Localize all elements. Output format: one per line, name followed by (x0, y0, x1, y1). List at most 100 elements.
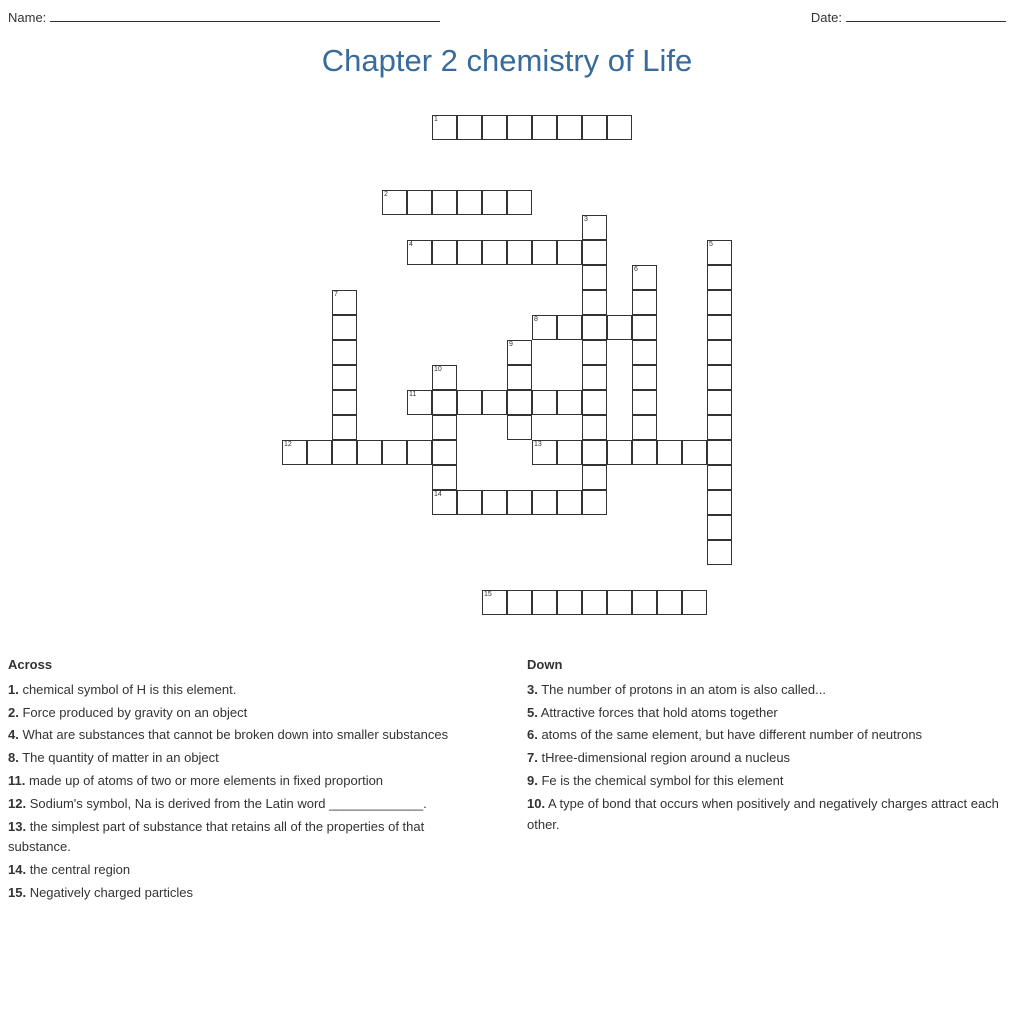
crossword-cell[interactable]: 9 (507, 340, 532, 365)
crossword-cell[interactable]: 11 (407, 390, 432, 415)
crossword-cell[interactable] (582, 115, 607, 140)
crossword-cell[interactable] (457, 390, 482, 415)
crossword-cell[interactable] (557, 390, 582, 415)
crossword-cell[interactable] (482, 190, 507, 215)
crossword-cell[interactable]: 1 (432, 115, 457, 140)
crossword-cell[interactable] (432, 390, 457, 415)
crossword-cell[interactable] (632, 340, 657, 365)
crossword-cell[interactable] (432, 190, 457, 215)
crossword-cell[interactable] (607, 315, 632, 340)
crossword-cell[interactable] (632, 440, 657, 465)
crossword-cell[interactable] (607, 440, 632, 465)
crossword-cell[interactable] (507, 115, 532, 140)
crossword-cell[interactable] (432, 440, 457, 465)
crossword-cell[interactable]: 15 (482, 590, 507, 615)
crossword-cell[interactable] (532, 240, 557, 265)
crossword-cell[interactable] (382, 440, 407, 465)
crossword-cell[interactable] (532, 590, 557, 615)
crossword-cell[interactable] (582, 340, 607, 365)
crossword-cell[interactable]: 13 (532, 440, 557, 465)
crossword-cell[interactable] (532, 115, 557, 140)
crossword-cell[interactable]: 7 (332, 290, 357, 315)
crossword-cell[interactable] (507, 240, 532, 265)
crossword-cell[interactable] (357, 440, 382, 465)
crossword-cell[interactable]: 6 (632, 265, 657, 290)
crossword-cell[interactable] (582, 490, 607, 515)
crossword-cell[interactable]: 8 (532, 315, 557, 340)
crossword-cell[interactable] (432, 240, 457, 265)
crossword-cell[interactable] (582, 465, 607, 490)
crossword-cell[interactable] (332, 315, 357, 340)
crossword-cell[interactable] (632, 290, 657, 315)
crossword-cell[interactable] (507, 390, 532, 415)
crossword-cell[interactable] (307, 440, 332, 465)
crossword-cell[interactable] (707, 540, 732, 565)
crossword-cell[interactable] (432, 415, 457, 440)
crossword-cell[interactable] (657, 440, 682, 465)
crossword-cell[interactable] (582, 265, 607, 290)
crossword-cell[interactable]: 4 (407, 240, 432, 265)
crossword-cell[interactable] (482, 115, 507, 140)
crossword-cell[interactable] (632, 390, 657, 415)
crossword-cell[interactable] (582, 315, 607, 340)
crossword-cell[interactable] (607, 115, 632, 140)
crossword-cell[interactable]: 14 (432, 490, 457, 515)
crossword-cell[interactable] (407, 440, 432, 465)
crossword-cell[interactable] (582, 290, 607, 315)
crossword-cell[interactable] (582, 240, 607, 265)
crossword-cell[interactable] (557, 315, 582, 340)
crossword-cell[interactable] (707, 365, 732, 390)
crossword-cell[interactable] (457, 190, 482, 215)
crossword-cell[interactable]: 5 (707, 240, 732, 265)
crossword-cell[interactable] (582, 415, 607, 440)
crossword-cell[interactable] (707, 465, 732, 490)
crossword-cell[interactable] (707, 265, 732, 290)
crossword-cell[interactable] (557, 590, 582, 615)
crossword-cell[interactable]: 12 (282, 440, 307, 465)
crossword-cell[interactable] (657, 590, 682, 615)
crossword-cell[interactable] (332, 340, 357, 365)
crossword-cell[interactable] (707, 340, 732, 365)
crossword-cell[interactable] (707, 490, 732, 515)
crossword-cell[interactable] (682, 440, 707, 465)
crossword-cell[interactable] (332, 365, 357, 390)
crossword-cell[interactable] (332, 440, 357, 465)
crossword-cell[interactable] (332, 415, 357, 440)
crossword-cell[interactable] (482, 490, 507, 515)
crossword-cell[interactable] (557, 490, 582, 515)
crossword-cell[interactable] (457, 115, 482, 140)
crossword-cell[interactable] (632, 315, 657, 340)
crossword-cell[interactable] (332, 390, 357, 415)
crossword-cell[interactable] (482, 390, 507, 415)
crossword-cell[interactable] (457, 240, 482, 265)
crossword-cell[interactable]: 10 (432, 365, 457, 390)
crossword-cell[interactable] (682, 590, 707, 615)
crossword-cell[interactable] (632, 590, 657, 615)
crossword-cell[interactable] (632, 365, 657, 390)
crossword-cell[interactable] (707, 315, 732, 340)
crossword-cell[interactable] (557, 115, 582, 140)
crossword-cell[interactable] (507, 590, 532, 615)
crossword-cell[interactable] (707, 515, 732, 540)
crossword-cell[interactable] (582, 440, 607, 465)
date-blank-line[interactable] (846, 21, 1006, 22)
name-blank-line[interactable] (50, 21, 440, 22)
crossword-cell[interactable] (707, 415, 732, 440)
crossword-cell[interactable] (507, 490, 532, 515)
crossword-cell[interactable] (707, 440, 732, 465)
crossword-cell[interactable] (707, 390, 732, 415)
crossword-cell[interactable] (407, 190, 432, 215)
crossword-cell[interactable] (532, 390, 557, 415)
crossword-cell[interactable] (607, 590, 632, 615)
crossword-cell[interactable] (507, 415, 532, 440)
crossword-cell[interactable]: 2 (382, 190, 407, 215)
crossword-cell[interactable] (582, 590, 607, 615)
crossword-cell[interactable] (532, 490, 557, 515)
crossword-cell[interactable] (507, 365, 532, 390)
crossword-cell[interactable] (482, 240, 507, 265)
crossword-cell[interactable] (557, 240, 582, 265)
crossword-cell[interactable] (557, 440, 582, 465)
crossword-cell[interactable] (707, 290, 732, 315)
crossword-cell[interactable] (432, 465, 457, 490)
crossword-cell[interactable] (457, 490, 482, 515)
